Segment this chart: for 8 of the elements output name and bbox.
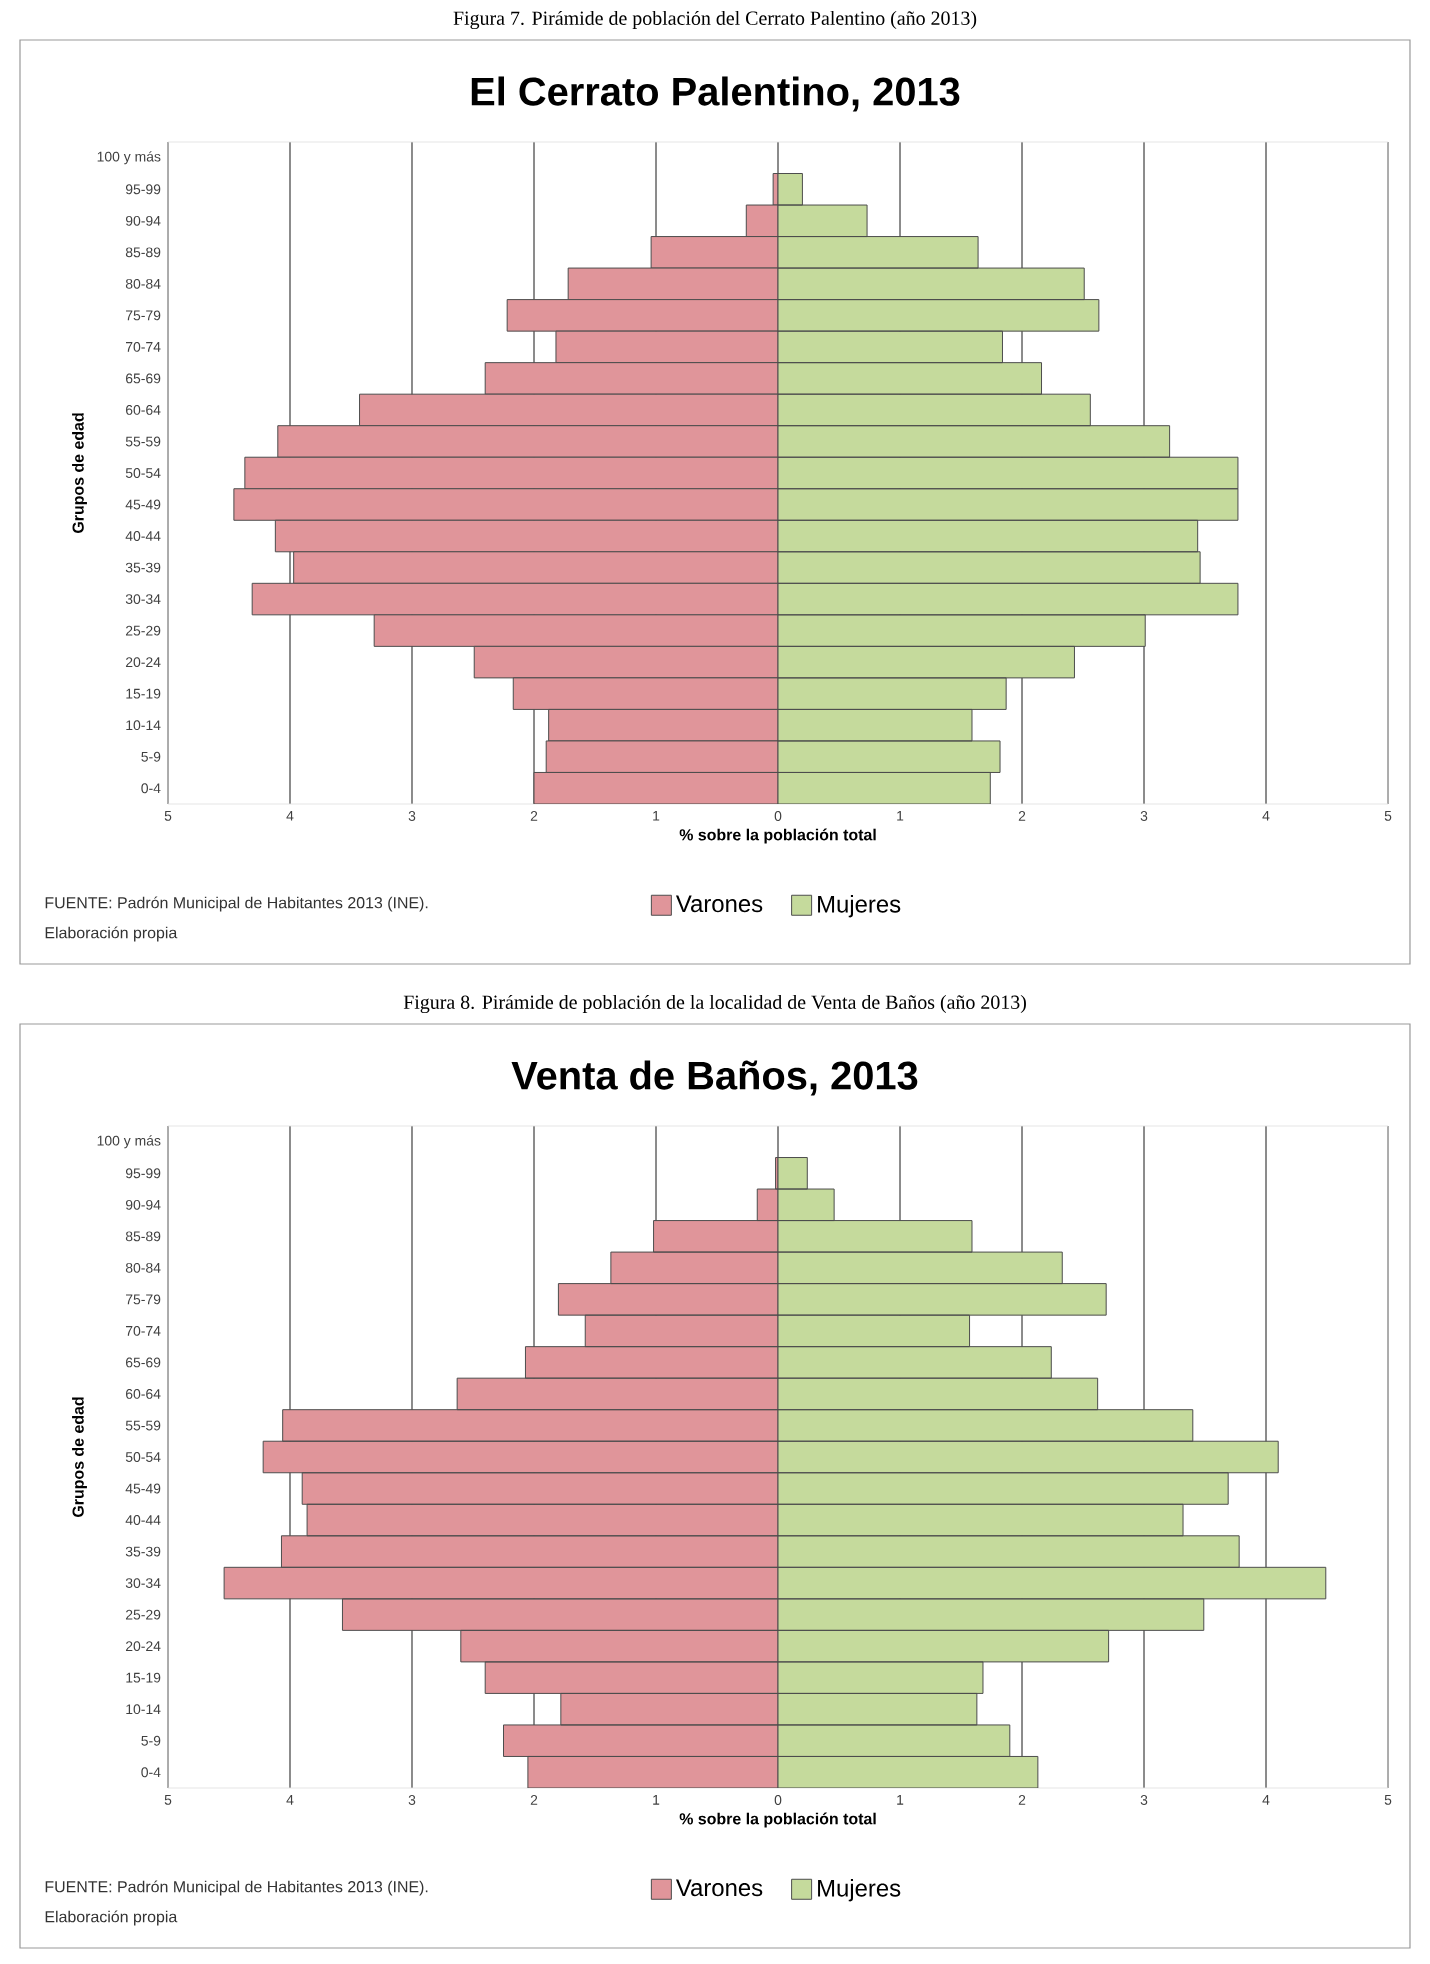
legend-label: Varones	[675, 1879, 763, 1897]
text: Figura 8. Pirámide de población de la localidad de Venta de Baños (año 2013)	[403, 994, 1026, 1014]
chart-title: Venta de Baños, 2013	[511, 1060, 918, 1096]
legend-label: Mujeres	[818, 895, 901, 918]
chart-title: El Cerrato Palentino, 2013	[471, 76, 960, 112]
legend-label: Mujeres	[818, 1879, 901, 1902]
legend-label: Varones	[675, 895, 763, 913]
text: Figura 7. Pirámide de población del Cerrato Palentino (año 2013)	[453, 10, 977, 30]
